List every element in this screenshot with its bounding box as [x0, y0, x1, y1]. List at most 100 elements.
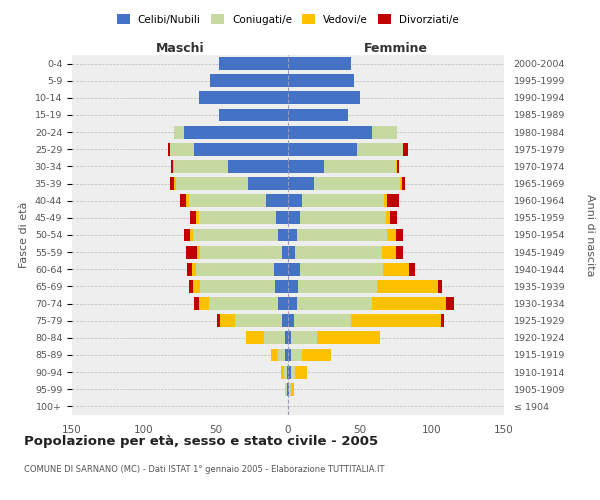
Bar [227, 160, 288, 173]
Bar [200, 280, 275, 293]
Bar [396, 228, 403, 241]
Bar [191, 263, 196, 276]
Bar [288, 160, 324, 173]
Bar [281, 366, 284, 378]
Bar [277, 212, 288, 224]
Bar [278, 348, 285, 362]
Bar [409, 263, 415, 276]
Bar [282, 246, 288, 258]
Bar [287, 383, 288, 396]
Bar [291, 366, 295, 378]
Bar [382, 246, 396, 258]
Bar [274, 263, 288, 276]
Bar [352, 314, 440, 327]
Bar [291, 383, 294, 396]
Bar [288, 194, 302, 207]
Bar [288, 57, 352, 70]
Bar [288, 383, 289, 396]
Bar [289, 383, 291, 396]
Text: Popolazione per età, sesso e stato civile - 2005: Popolazione per età, sesso e stato civil… [24, 435, 378, 448]
Bar [357, 143, 403, 156]
Bar [282, 314, 288, 327]
Bar [296, 297, 371, 310]
Bar [288, 280, 298, 293]
Bar [288, 297, 296, 310]
Y-axis label: Fasce di età: Fasce di età [19, 202, 29, 268]
Bar [314, 177, 400, 190]
Bar [187, 263, 191, 276]
Bar [169, 143, 170, 156]
Bar [190, 228, 193, 241]
Bar [383, 263, 409, 276]
Bar [291, 332, 317, 344]
Bar [295, 246, 382, 258]
Bar [397, 160, 399, 173]
Text: COMUNE DI SARNANO (MC) - Dati ISTAT 1° gennaio 2005 - Elaborazione TUTTITALIA.IT: COMUNE DI SARNANO (MC) - Dati ISTAT 1° g… [24, 466, 385, 474]
Bar [388, 194, 399, 207]
Bar [438, 280, 442, 293]
Bar [284, 366, 287, 378]
Bar [446, 297, 454, 310]
Bar [288, 332, 291, 344]
Bar [285, 332, 288, 344]
Bar [371, 297, 446, 310]
Bar [288, 314, 294, 327]
Bar [217, 314, 220, 327]
Y-axis label: Anni di nascita: Anni di nascita [585, 194, 595, 276]
Bar [170, 177, 174, 190]
Legend: Celibi/Nubili, Coniugati/e, Vedovi/e, Divorziati/e: Celibi/Nubili, Coniugati/e, Vedovi/e, Di… [113, 10, 463, 29]
Bar [402, 177, 404, 190]
Bar [199, 92, 288, 104]
Bar [246, 332, 263, 344]
Bar [285, 383, 287, 396]
Bar [288, 246, 295, 258]
Bar [266, 194, 288, 207]
Bar [288, 74, 354, 87]
Bar [174, 160, 227, 173]
Bar [288, 108, 349, 122]
Bar [180, 194, 186, 207]
Bar [324, 160, 396, 173]
Bar [275, 280, 288, 293]
Bar [210, 74, 288, 87]
Bar [386, 212, 390, 224]
Bar [298, 280, 377, 293]
Bar [288, 143, 357, 156]
Bar [173, 160, 174, 173]
Bar [385, 194, 388, 207]
Bar [288, 228, 296, 241]
Bar [199, 297, 209, 310]
Bar [294, 314, 352, 327]
Bar [299, 263, 383, 276]
Bar [440, 314, 443, 327]
Bar [248, 177, 288, 190]
Bar [390, 212, 397, 224]
Bar [174, 126, 184, 138]
Bar [288, 263, 299, 276]
Bar [317, 332, 380, 344]
Bar [302, 194, 385, 207]
Bar [188, 194, 266, 207]
Bar [184, 126, 288, 138]
Bar [174, 177, 176, 190]
Bar [170, 143, 194, 156]
Bar [199, 212, 277, 224]
Bar [400, 177, 402, 190]
Bar [219, 57, 288, 70]
Bar [271, 348, 278, 362]
Bar [299, 212, 386, 224]
Bar [396, 160, 397, 173]
Bar [197, 246, 200, 258]
Bar [302, 348, 331, 362]
Bar [296, 228, 388, 241]
Bar [291, 348, 302, 362]
Bar [377, 280, 438, 293]
Bar [285, 348, 288, 362]
Bar [388, 228, 396, 241]
Bar [235, 314, 282, 327]
Bar [288, 348, 291, 362]
Bar [193, 228, 278, 241]
Bar [200, 246, 282, 258]
Bar [278, 297, 288, 310]
Bar [288, 177, 314, 190]
